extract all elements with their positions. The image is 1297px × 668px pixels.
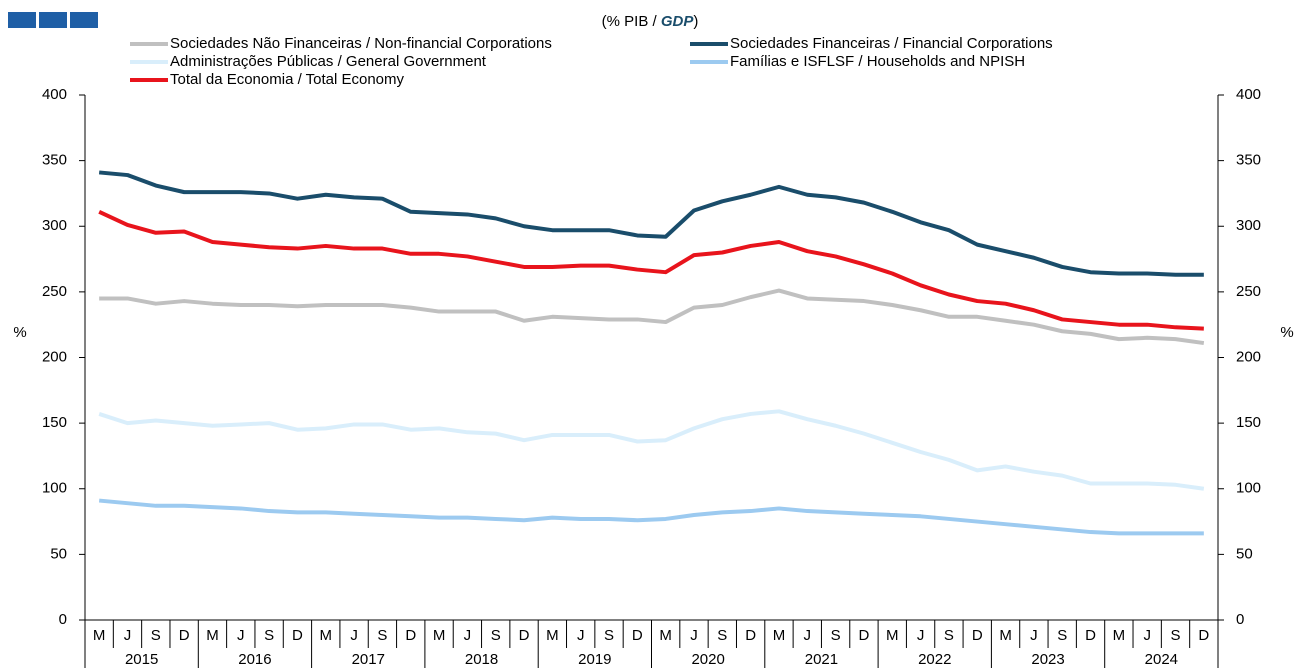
x-tick-label: D [179, 627, 190, 644]
x-tick-label: M [93, 627, 106, 644]
x-tick-label: S [717, 627, 727, 644]
series-line [99, 288, 1205, 346]
x-tick-label: M [206, 627, 219, 644]
y2-tick-label: 150 [1236, 414, 1261, 431]
x-tick-label: D [292, 627, 303, 644]
logo-block [39, 12, 67, 28]
x-tick-label: S [491, 627, 501, 644]
subtitle: (% PIB / GDP) [602, 13, 699, 30]
x-tick-label: J [124, 627, 132, 644]
x-tick-label: J [917, 627, 925, 644]
x-tick-label: D [1085, 627, 1096, 644]
y2-axis-label: % [1280, 324, 1293, 341]
x-tick-label: J [237, 627, 245, 644]
year-label: 2016 [238, 651, 271, 668]
year-label: 2019 [578, 651, 611, 668]
y2-tick-label: 50 [1236, 545, 1253, 562]
x-tick-label: J [1143, 627, 1151, 644]
x-tick-label: J [464, 627, 472, 644]
subtitle-part: GDP [661, 13, 695, 30]
y-tick-label: 100 [42, 480, 67, 497]
year-label: 2015 [125, 651, 158, 668]
series-line [98, 170, 1204, 277]
y-tick-label: 300 [42, 217, 67, 234]
x-tick-label: S [1057, 627, 1067, 644]
legend-label: Famílias e ISFLSF / Households and NPISH [730, 53, 1025, 70]
y-axis-label: % [13, 324, 26, 341]
year-label: 2018 [465, 651, 498, 668]
x-tick-label: D [632, 627, 643, 644]
x-tick-label: S [151, 627, 161, 644]
y-tick-label: 0 [59, 611, 67, 628]
y-tick-label: 150 [42, 414, 67, 431]
x-tick-label: M [773, 627, 786, 644]
x-tick-label: S [604, 627, 614, 644]
x-tick-label: J [350, 627, 358, 644]
y-tick-label: 200 [42, 348, 67, 365]
x-tick-label: D [405, 627, 416, 644]
series-line [98, 409, 1205, 491]
x-tick-label: J [577, 627, 585, 644]
x-tick-label: J [1030, 627, 1038, 644]
x-tick-label: D [859, 627, 870, 644]
x-tick-label: J [804, 627, 812, 644]
y-tick-label: 250 [42, 283, 67, 300]
y2-tick-label: 350 [1236, 152, 1261, 169]
year-label: 2022 [918, 651, 951, 668]
x-tick-label: M [433, 627, 446, 644]
subtitle-part: (% PIB / [602, 13, 661, 30]
x-tick-label: S [831, 627, 841, 644]
x-tick-label: S [377, 627, 387, 644]
x-tick-label: M [999, 627, 1012, 644]
y-tick-label: 400 [42, 86, 67, 103]
x-tick-label: M [546, 627, 559, 644]
x-tick-label: M [1113, 627, 1126, 644]
legend-label: Total da Economia / Total Economy [170, 71, 405, 88]
y2-tick-label: 200 [1236, 348, 1261, 365]
y2-tick-label: 100 [1236, 480, 1261, 497]
series-line [98, 209, 1204, 331]
x-tick-label: M [320, 627, 333, 644]
legend-label: Sociedades Financeiras / Financial Corpo… [730, 35, 1053, 52]
x-tick-label: S [1171, 627, 1181, 644]
year-label: 2021 [805, 651, 838, 668]
subtitle-part: ) [693, 13, 698, 30]
series-line [98, 498, 1204, 536]
x-tick-label: S [264, 627, 274, 644]
x-tick-label: M [659, 627, 672, 644]
y2-tick-label: 0 [1236, 611, 1244, 628]
logo-block [70, 12, 98, 28]
x-tick-label: D [972, 627, 983, 644]
y2-tick-label: 400 [1236, 86, 1261, 103]
legend-label: Sociedades Não Financeiras / Non-financi… [170, 35, 552, 52]
y2-tick-label: 300 [1236, 217, 1261, 234]
legend-label: Administrações Públicas / General Govern… [170, 53, 487, 70]
x-tick-label: D [519, 627, 530, 644]
year-label: 2023 [1031, 651, 1064, 668]
y-tick-label: 50 [50, 545, 67, 562]
year-label: 2024 [1145, 651, 1178, 668]
x-tick-label: D [745, 627, 756, 644]
logo-block [8, 12, 36, 28]
x-tick-label: J [690, 627, 698, 644]
y-tick-label: 350 [42, 152, 67, 169]
x-tick-label: S [944, 627, 954, 644]
year-label: 2020 [691, 651, 724, 668]
x-tick-label: M [886, 627, 899, 644]
x-tick-label: D [1198, 627, 1209, 644]
year-label: 2017 [352, 651, 385, 668]
y2-tick-label: 250 [1236, 283, 1261, 300]
